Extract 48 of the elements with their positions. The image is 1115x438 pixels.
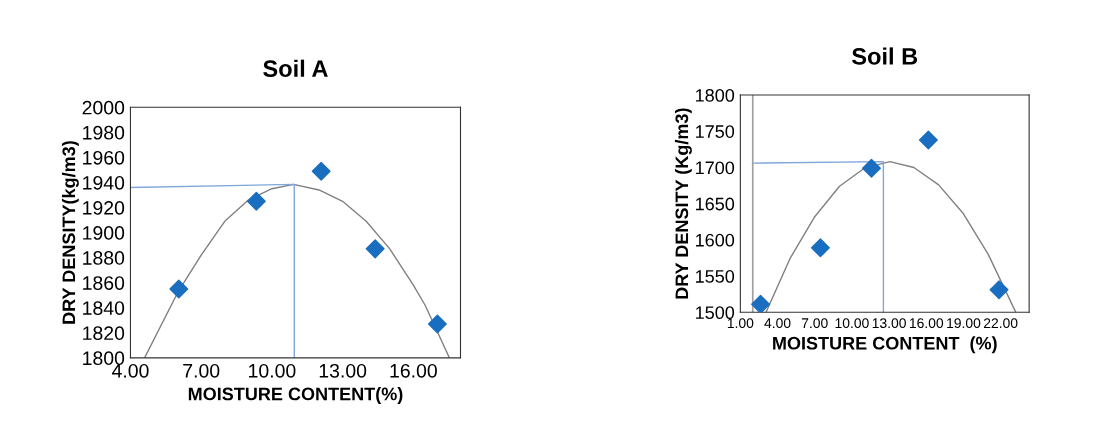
x-tick-label: 4.00 — [111, 363, 149, 378]
x-tick-label: 22.00 — [983, 318, 1018, 329]
x-tick-label: 13.00 — [872, 318, 906, 329]
y-tick-label: 1500 — [696, 306, 735, 320]
y-tick-label: 1650 — [696, 197, 735, 211]
y-axis-title: DRY DENSITY (Kg/m3) — [674, 108, 692, 299]
y-tick-label: 1750 — [696, 125, 735, 138]
y-tick-label: 1960 — [83, 150, 125, 165]
x-tick-label: 7.00 — [801, 318, 828, 329]
x-tick-label: 19.00 — [947, 318, 981, 329]
chart-title: Soil A — [263, 59, 328, 77]
y-tick-label: 1600 — [696, 233, 735, 247]
x-tick-label: 4.00 — [764, 318, 791, 329]
y-tick-label: 1900 — [83, 226, 125, 240]
point — [311, 161, 331, 181]
x-tick-label: 16.00 — [390, 363, 437, 378]
y-tick-label: 1880 — [83, 251, 125, 265]
x-tick-label: 16.00 — [909, 318, 944, 329]
point — [862, 158, 881, 178]
y-tick-label: 1800 — [696, 88, 735, 102]
y-tick-label: 2000 — [82, 100, 125, 115]
y-tick-label: 1840 — [83, 301, 125, 315]
y-axis-title: DRY DENSITY(kg/m3) — [61, 141, 79, 324]
chart-title: Soil B — [851, 47, 918, 65]
x-axis-title: MOISTURE CONTENT (%) — [773, 336, 997, 354]
x-tick-label: 13.00 — [319, 363, 367, 378]
point — [751, 294, 771, 313]
point — [918, 130, 938, 150]
y-tick-label: 1980 — [83, 125, 125, 140]
x-tick-label: 1.00 — [727, 318, 754, 329]
point — [427, 314, 447, 334]
point — [365, 239, 385, 259]
y-tick-label: 1920 — [83, 200, 125, 215]
y-tick-label: 1800 — [83, 351, 125, 366]
point — [169, 279, 189, 299]
y-tick-label: 1700 — [696, 161, 735, 175]
line-series — [143, 183, 451, 358]
x-tick-label: 10.00 — [835, 318, 869, 329]
y-tick-label: 1940 — [83, 175, 125, 190]
point — [246, 191, 266, 211]
y-tick-label: 1860 — [83, 276, 125, 290]
x-tick-label: 7.00 — [183, 363, 220, 378]
x-tick-label: 10.00 — [249, 363, 296, 378]
x-axis-title: MOISTURE CONTENT(%) — [188, 387, 403, 404]
point — [810, 238, 830, 258]
y-tick-label: 1820 — [83, 326, 125, 341]
point — [989, 280, 1009, 300]
y-tick-label: 1550 — [696, 270, 735, 283]
